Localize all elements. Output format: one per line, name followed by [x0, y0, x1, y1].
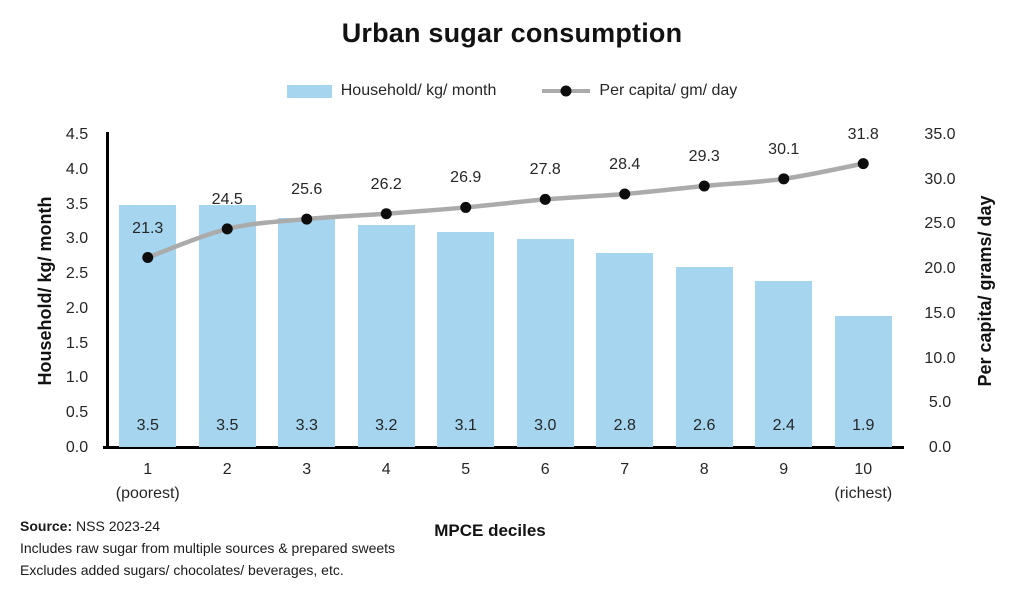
- left-axis-tick: 4.5: [65, 126, 89, 143]
- household-bar: [834, 315, 892, 447]
- x-tick-label: 3: [302, 461, 312, 478]
- x-tick-label: 10: [854, 461, 873, 478]
- line-value-label: 26.2: [370, 175, 402, 193]
- right-axis-tick: 30.0: [924, 170, 956, 188]
- line-marker: [539, 193, 551, 205]
- legend-label-per-capita: Per capita/ gm/ day: [599, 82, 738, 99]
- x-axis-line: [103, 446, 904, 449]
- line-marker: [857, 158, 869, 170]
- bar-value-label: 3.0: [534, 417, 557, 434]
- line-value-label: 27.8: [529, 161, 561, 179]
- right-axis-tick: 25.0: [924, 215, 956, 233]
- bar-value-label: 2.6: [693, 417, 716, 434]
- line-value-label: 30.1: [768, 140, 800, 158]
- x-tick-sublabel: (poorest): [115, 485, 180, 502]
- right-axis-tick: 35.0: [924, 126, 956, 143]
- household-bar: [596, 253, 654, 447]
- household-bar: [675, 267, 733, 447]
- household-bar: [437, 232, 495, 447]
- left-axis-tick: 1.0: [65, 369, 89, 387]
- household-bar: [278, 218, 336, 447]
- x-tick-label: 7: [620, 461, 630, 478]
- bar-value-label: 3.5: [136, 417, 159, 434]
- right-axis-tick: 10.0: [924, 349, 956, 367]
- household-bar: [357, 225, 415, 447]
- line-marker: [380, 208, 392, 220]
- x-tick-label: 8: [699, 461, 709, 478]
- right-axis-tick: 15.0: [924, 304, 956, 322]
- x-tick-label: 5: [461, 461, 471, 478]
- left-axis-tick: 0.5: [65, 404, 89, 422]
- legend-item-per-capita: Per capita/ gm/ day: [542, 82, 737, 100]
- left-axis-tick: 1.5: [65, 334, 89, 352]
- line-marker-icon: [560, 85, 572, 97]
- line-value-label: 28.4: [609, 156, 641, 174]
- left-axis-tick: 0.0: [65, 439, 89, 456]
- right-axis-tick: 5.0: [928, 394, 952, 412]
- x-tick-sublabel: (richest): [834, 485, 893, 502]
- line-value-label: 26.9: [450, 169, 482, 187]
- bar-value-label: 3.3: [295, 417, 318, 434]
- line-value-label: 29.3: [688, 147, 720, 165]
- x-tick-label: 1: [143, 461, 153, 478]
- legend-label-household: Household/ kg/ month: [340, 82, 497, 99]
- bar-value-label: 2.8: [613, 417, 636, 434]
- source-line: Source: NSS 2023-24: [20, 515, 395, 537]
- line-marker: [778, 173, 790, 185]
- left-axis-tick: 4.0: [65, 160, 89, 178]
- household-bar: [119, 204, 177, 447]
- source-value: NSS 2023-24: [72, 518, 161, 534]
- left-axis-tick: 2.5: [65, 265, 89, 283]
- bar-swatch-icon: [286, 84, 332, 98]
- bar-value-label: 3.2: [375, 417, 398, 434]
- chart-title: Urban sugar consumption: [341, 18, 683, 48]
- bar-value-label: 3.5: [216, 417, 239, 434]
- left-axis-tick: 2.0: [65, 299, 89, 317]
- household-bar: [755, 281, 813, 447]
- legend-item-household: Household/ kg/ month: [286, 82, 497, 100]
- footnotes: Source: NSS 2023-24 Includes raw sugar f…: [20, 515, 395, 581]
- right-axis-title: Per capita/ grams/ day: [975, 195, 995, 387]
- line-marker: [619, 188, 631, 200]
- left-axis-tick: 3.0: [65, 230, 89, 248]
- x-axis-title: MPCE deciles: [434, 521, 546, 540]
- bar-value-label: 2.4: [772, 417, 795, 434]
- line-value-label: 21.3: [132, 219, 164, 237]
- right-axis-tick: 20.0: [924, 260, 956, 278]
- legend: Household/ kg/ month Per capita/ gm/ day: [0, 80, 1024, 102]
- line-marker: [460, 201, 472, 213]
- right-axis-tick: 0.0: [928, 439, 952, 456]
- x-tick-label: 4: [381, 461, 391, 478]
- note-excludes: Excludes added sugars/ chocolates/ bever…: [20, 562, 344, 578]
- line-value-label: 31.8: [847, 125, 879, 143]
- household-bar: [516, 239, 574, 447]
- x-tick-label: 9: [779, 461, 789, 478]
- source-label: Source:: [20, 518, 73, 534]
- line-marker: [698, 180, 710, 192]
- x-tick-label: 2: [222, 461, 232, 478]
- note-includes: Includes raw sugar from multiple sources…: [20, 540, 396, 556]
- bar-value-label: 3.1: [454, 417, 477, 434]
- household-bar: [198, 204, 256, 447]
- y-axis-line: [106, 132, 109, 449]
- line-value-label: 25.6: [291, 181, 323, 199]
- x-tick-label: 6: [540, 461, 550, 478]
- left-axis-tick: 3.5: [65, 195, 89, 213]
- bar-value-label: 1.9: [852, 417, 875, 434]
- line-swatch-icon: [542, 85, 591, 97]
- line-value-label: 24.5: [211, 190, 243, 208]
